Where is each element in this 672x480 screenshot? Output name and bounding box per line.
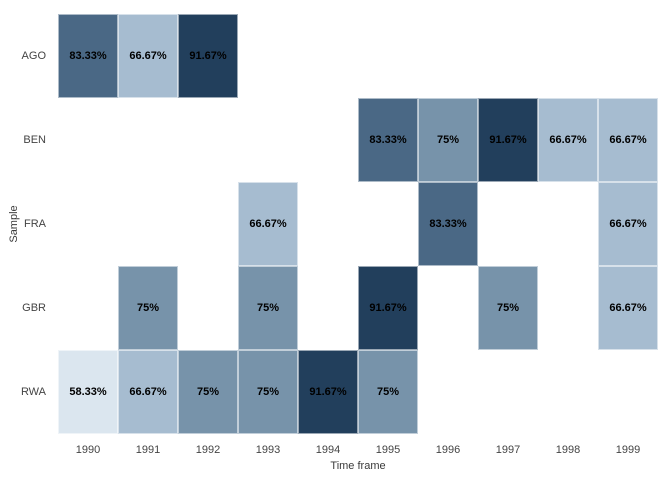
heatmap-cell-FRA-1996: 83.33%	[418, 182, 478, 266]
heatmap-cell-GBR-1999: 66.67%	[598, 266, 658, 350]
heatmap-cell-BEN-1997: 91.67%	[478, 98, 538, 182]
heatmap-cell-AGO-1991: 66.67%	[118, 14, 178, 98]
x-tick-1997: 1997	[495, 444, 521, 456]
heatmap-cell-BEN-1998: 66.67%	[538, 98, 598, 182]
heatmap-cell-BEN-1996: 75%	[418, 98, 478, 182]
x-axis-title: Time frame	[330, 460, 386, 472]
x-tick-1995: 1995	[375, 444, 401, 456]
y-tick-GBR: GBR	[22, 302, 46, 314]
heatmap-cell-GBR-1991: 75%	[118, 266, 178, 350]
heatmap-cell-RWA-1993: 75%	[238, 350, 298, 434]
y-tick-RWA: RWA	[20, 386, 46, 398]
heatmap-cell-AGO-1992: 91.67%	[178, 14, 238, 98]
y-tick-AGO: AGO	[21, 50, 46, 62]
heatmap-cell-FRA-1999: 66.67%	[598, 182, 658, 266]
y-tick-BEN: BEN	[23, 134, 46, 146]
heatmap-cell-AGO-1990: 83.33%	[58, 14, 118, 98]
x-tick-1999: 1999	[615, 444, 641, 456]
heatmap-cell-RWA-1994: 91.67%	[298, 350, 358, 434]
x-tick-1993: 1993	[255, 444, 281, 456]
heatmap-cell-RWA-1992: 75%	[178, 350, 238, 434]
y-tick-FRA: FRA	[24, 218, 46, 230]
heatmap-cell-RWA-1995: 75%	[358, 350, 418, 434]
x-tick-1990: 1990	[75, 444, 101, 456]
heatmap-cell-FRA-1993: 66.67%	[238, 182, 298, 266]
heatmap-cell-GBR-1995: 91.67%	[358, 266, 418, 350]
heatmap-cell-BEN-1995: 83.33%	[358, 98, 418, 182]
heatmap-cell-RWA-1991: 66.67%	[118, 350, 178, 434]
x-tick-1991: 1991	[135, 444, 161, 456]
heatmap-cell-RWA-1990: 58.33%	[58, 350, 118, 434]
x-tick-1992: 1992	[195, 444, 221, 456]
heatmap-cell-GBR-1997: 75%	[478, 266, 538, 350]
x-tick-1994: 1994	[315, 444, 341, 456]
heatmap-cell-BEN-1999: 66.67%	[598, 98, 658, 182]
heatmap-cell-GBR-1993: 75%	[238, 266, 298, 350]
x-tick-1996: 1996	[435, 444, 461, 456]
x-tick-1998: 1998	[555, 444, 581, 456]
plot-area: 83.33% 66.67% 91.67% 83.33% 75% 91.67% 66.67% 6…	[58, 14, 658, 434]
